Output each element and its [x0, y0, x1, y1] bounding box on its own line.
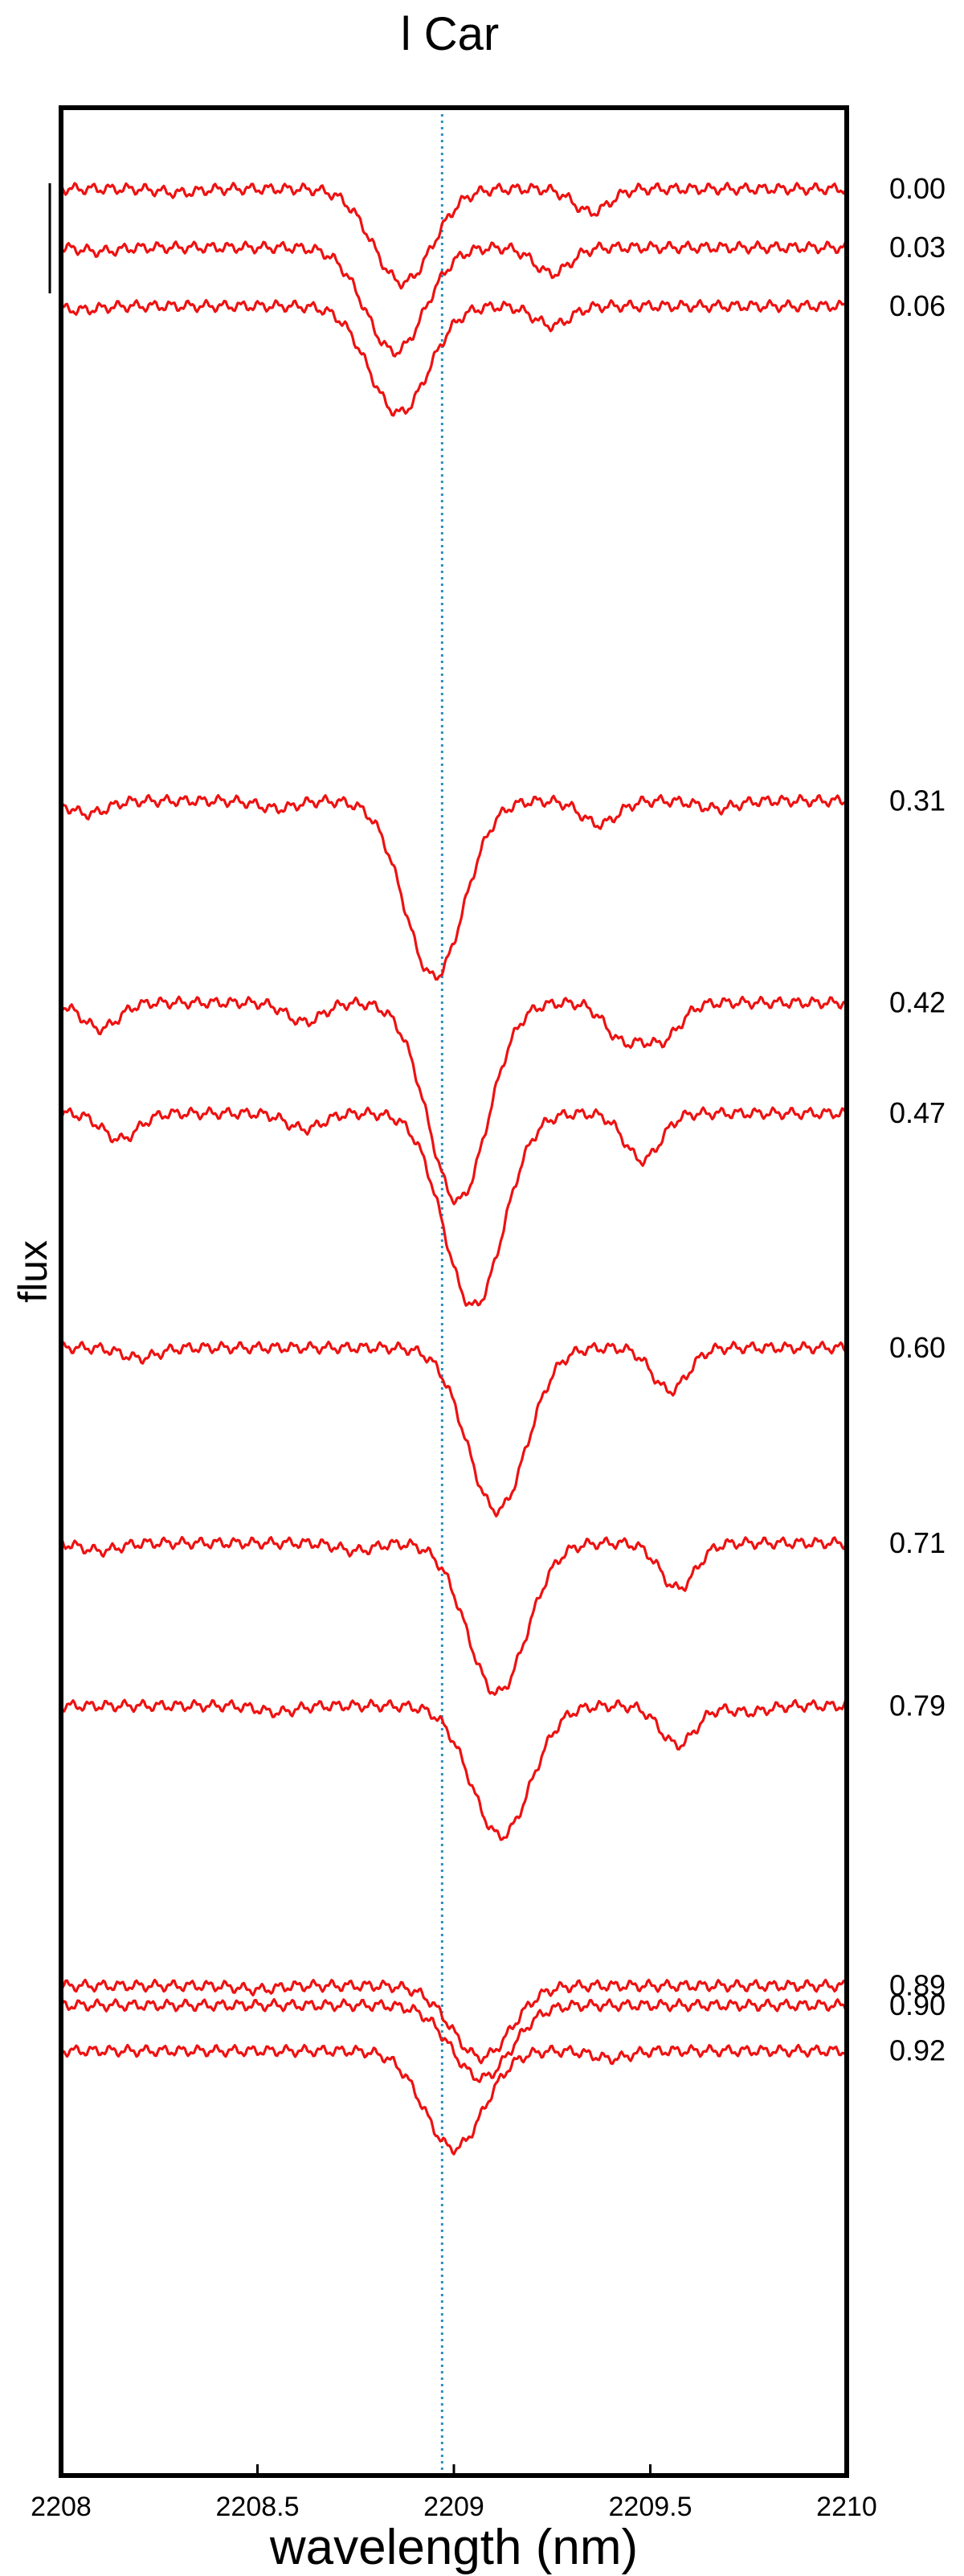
plot-frame — [59, 105, 849, 2478]
phase-label-0-03: 0.03 — [889, 231, 946, 264]
spectrum-0-71 — [59, 1535, 848, 1696]
spectrum-0-47 — [59, 1106, 847, 1307]
spectrum-0-31 — [59, 793, 848, 981]
x-axis-label: wavelength (nm) — [269, 2520, 638, 2575]
phase-label-0-71: 0.71 — [889, 1526, 946, 1559]
phase-label-0-42: 0.42 — [889, 986, 946, 1019]
phase-label-0-89: 0.89 — [889, 1969, 946, 2002]
chart-title: l Car — [401, 8, 499, 60]
phase-label-0-31: 0.31 — [889, 784, 946, 817]
spectrum-0-92 — [60, 2043, 848, 2156]
x-tick-label: 2209.5 — [609, 2492, 692, 2522]
spectrum-0-06 — [60, 298, 848, 417]
spectrum-0-79 — [59, 1698, 848, 1841]
spectrum-0-89 — [60, 1978, 848, 2065]
x-tick-label: 2208.5 — [216, 2492, 300, 2522]
phase-label-0-00: 0.00 — [889, 172, 946, 205]
phase-label-0-79: 0.79 — [889, 1689, 946, 1722]
y-axis-label: flux — [10, 1240, 55, 1303]
x-tick-label: 2208 — [31, 2492, 92, 2522]
x-tick-label: 2210 — [816, 2492, 877, 2522]
x-axis-ticks: 2208 2208.5 2209 2209.5 2210 — [31, 2464, 877, 2522]
spectrum-0-03 — [60, 240, 848, 358]
phase-labels: 0.00 0.03 0.06 0.31 0.42 0.47 0.60 0.71 0.79 0.89… — [889, 172, 946, 2067]
spectrum-0-60 — [59, 1340, 848, 1517]
x-tick-label: 2209 — [423, 2492, 484, 2522]
phase-label-0-47: 0.47 — [889, 1096, 946, 1129]
spectrum-0-90 — [60, 1998, 848, 2083]
phase-label-0-92: 0.92 — [889, 2034, 946, 2067]
phase-label-0-60: 0.60 — [889, 1331, 946, 1364]
phase-label-0-90: 0.90 — [889, 1988, 946, 2021]
spectrum-0-00 — [60, 182, 848, 290]
spectrum-0-42 — [59, 995, 848, 1206]
phase-label-0-06: 0.06 — [889, 289, 946, 322]
spectra-layer — [59, 108, 848, 2476]
